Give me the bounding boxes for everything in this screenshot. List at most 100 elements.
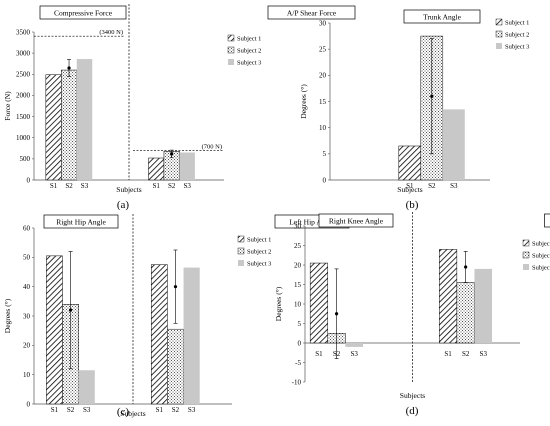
limit-label: (3400 N) xyxy=(99,29,123,36)
legend-swatch xyxy=(495,18,503,26)
x-tick-label: S3 xyxy=(350,350,358,358)
y-tick-label: 40 xyxy=(23,283,31,291)
y-tick-label: 15 xyxy=(294,281,302,289)
bar-s3 xyxy=(78,370,95,404)
figure-sublabel: (c) xyxy=(117,406,130,418)
legend-label: Subject 1 xyxy=(505,19,529,26)
legend-swatch xyxy=(237,235,245,243)
y-tick-label: 1000 xyxy=(16,134,31,142)
y-tick-label: 30 xyxy=(319,19,327,27)
x-tick-label: S3 xyxy=(83,406,91,414)
legend-label: Subject 2 xyxy=(247,248,271,255)
panel-title: A/P Shear Force xyxy=(287,8,337,17)
x-tick-label: S1 xyxy=(156,406,164,414)
x-tick-label: S1 xyxy=(50,182,58,190)
mean-marker xyxy=(68,308,73,312)
y-tick-label: 0 xyxy=(323,176,327,184)
legend-swatch xyxy=(228,59,234,65)
bar-s1 xyxy=(45,74,62,181)
panel-title-box xyxy=(39,5,127,20)
bar-s2 xyxy=(456,282,475,344)
bar-s1 xyxy=(439,249,458,344)
y-tick-label: 10 xyxy=(23,371,31,379)
legend: Subject 1 Subject 2 Subject 3 xyxy=(227,34,261,66)
y-tick-label: 500 xyxy=(20,155,31,163)
legend-swatch xyxy=(227,46,235,54)
bar-s1 xyxy=(46,255,63,405)
panel-a-2: A/P Shear Force S1 S2 S3 (700 N) xyxy=(133,5,356,190)
y-tick-label: 3500 xyxy=(16,28,31,36)
panel-title: Right Knee Angle xyxy=(329,216,384,225)
legend-label: Subject 1 xyxy=(532,240,550,247)
x-tick-label: S3 xyxy=(188,406,196,414)
legend-label: Subject 3 xyxy=(247,260,271,267)
y-tick-label: 60 xyxy=(23,224,31,232)
y-tick-label: 5 xyxy=(298,320,302,328)
legend-swatch xyxy=(496,43,502,49)
x-axis-label: Subjects xyxy=(120,409,145,418)
x-axis-label: Subjects xyxy=(397,185,422,194)
panel-title-box xyxy=(318,213,394,228)
legend-swatch xyxy=(495,30,503,38)
legend-label: Subject 2 xyxy=(237,47,261,54)
x-tick-label: S3 xyxy=(183,182,191,190)
mean-marker xyxy=(464,265,468,269)
x-tick-label: S1 xyxy=(153,182,161,190)
y-tick-label: 0 xyxy=(27,400,31,408)
x-tick-label: S1 xyxy=(51,406,59,414)
y-tick-label: 10 xyxy=(319,124,327,132)
x-tick-label: S2 xyxy=(428,182,436,190)
legend-label: Subject 3 xyxy=(532,264,550,271)
panel-title: Trunk Angle xyxy=(423,12,462,21)
y-tick-label: 30 xyxy=(294,222,302,230)
legend-label: Subject 1 xyxy=(237,35,261,42)
figure-sublabel: (b) xyxy=(406,199,419,211)
legend-label: Subject 2 xyxy=(532,252,550,259)
y-tick-label: 5 xyxy=(323,150,327,158)
legend-label: Subject 1 xyxy=(247,236,271,243)
bar-s2 xyxy=(61,69,78,181)
chart-d: -10 -5 0 5 10 15 20 25 30 Degrees (°) Right Knee A… xyxy=(274,212,550,417)
y-tick-label: 2500 xyxy=(16,71,31,79)
figure-sublabel: (d) xyxy=(406,405,419,417)
legend-label: Subject 3 xyxy=(237,59,261,66)
bar-s3 xyxy=(183,267,200,404)
y-tick-label: 20 xyxy=(294,261,302,269)
x-tick-label: S2 xyxy=(65,182,73,190)
y-axis-label: Degrees (°) xyxy=(299,84,308,119)
chart-a: 0 500 1000 1500 2000 2500 3000 3500 Force (N) Com… xyxy=(3,4,356,211)
bar-s3 xyxy=(179,152,195,180)
x-tick-label: S1 xyxy=(406,182,414,190)
x-axis-label: Subjects xyxy=(400,391,425,400)
panel-b-1: Trunk Angle S1 S2 S3 xyxy=(398,9,481,190)
panel-title-box xyxy=(267,5,356,20)
panel-title-box xyxy=(544,213,550,228)
legend-label: Subject 3 xyxy=(505,43,529,50)
y-tick-label: 30 xyxy=(23,312,31,320)
x-tick-label: S2 xyxy=(462,350,470,358)
legend: Subject 1 Subject 2 Subject 3 xyxy=(522,239,550,271)
legend-swatch xyxy=(238,260,244,266)
x-tick-label: S3 xyxy=(450,182,458,190)
panel-title-box xyxy=(43,214,119,229)
x-tick-label: S2 xyxy=(172,406,180,414)
limit-label: (700 N) xyxy=(202,143,222,150)
y-tick-label: 15 xyxy=(319,98,327,106)
y-tick-label: 3000 xyxy=(16,49,31,57)
bar-s1 xyxy=(151,264,168,405)
mean-marker xyxy=(334,312,339,316)
bar-s3 xyxy=(76,59,93,180)
bar-s1 xyxy=(309,262,329,344)
y-tick-label: 1500 xyxy=(16,113,31,121)
y-axis-label: Degrees (°) xyxy=(274,286,283,321)
bar-s2 xyxy=(167,328,184,405)
bar-s1 xyxy=(148,157,165,181)
y-tick-label: 0 xyxy=(298,339,302,347)
x-tick-label: S2 xyxy=(168,182,176,190)
y-tick-label: 20 xyxy=(319,72,327,80)
legend-label: Subject 2 xyxy=(505,31,529,38)
y-axis-label: Force (N) xyxy=(3,91,12,121)
